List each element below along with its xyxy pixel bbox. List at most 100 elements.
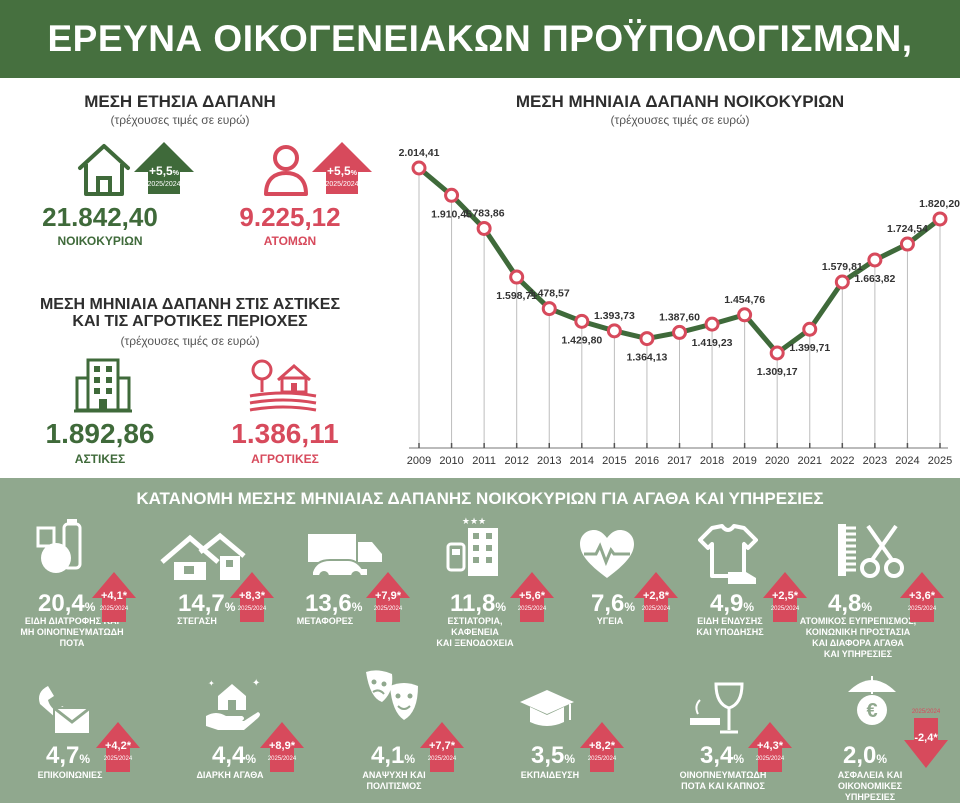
- data-label: 1.478,57: [529, 288, 570, 300]
- arrow-up-icon: [634, 572, 678, 622]
- category-period: 2025/2024: [517, 606, 547, 612]
- data-point: [476, 220, 492, 236]
- x-tick-label: 2017: [667, 455, 691, 467]
- category-value-unit: %: [224, 600, 236, 614]
- category-label: ΑΤΟΜΙΚΟΣ ΕΥΠΡΕΠΙΣΜΟΣ, ΚΟΙΝΩΝΙΚΗ ΠΡΟΣΤΑΣΙΑ…: [790, 616, 926, 660]
- category-label: ΑΝΑΨΥΧΗ ΚΑΙ ΠΟΛΙΤΙΣΜΟΣ: [344, 770, 444, 792]
- change-up-badge: +7,9* 2025/2024: [366, 572, 410, 622]
- housing-icon: [160, 532, 246, 587]
- category-label-line: ΠΟΤΑ ΚΑΙ ΚΑΠΝΟΣ: [681, 781, 765, 791]
- category-value-number: 4,4: [212, 742, 246, 769]
- category-label: ΕΙΔΗ ΕΝΔΥΣΗΣ ΚΑΙ ΥΠΟΔΗΣΗΣ: [680, 616, 780, 638]
- x-tick-label: 2021: [798, 455, 822, 467]
- category-label-line: ΔΙΑΡΚΗ ΑΓΑΘΑ: [196, 770, 264, 780]
- household-change-badge: +5,5% 2025/2024: [134, 142, 194, 194]
- umbrella-euro-icon: €: [846, 672, 898, 735]
- arrow-up-icon: [260, 722, 304, 772]
- svg-text:✦: ✦: [208, 679, 215, 688]
- arrow-up-icon: [748, 722, 792, 772]
- category-period: 2025/2024: [103, 756, 133, 762]
- wine-cigarette-icon: [688, 682, 746, 743]
- category-value-unit: %: [404, 752, 416, 766]
- clothing-icon: [698, 524, 758, 591]
- data-point: [574, 313, 590, 329]
- house-icon: [78, 144, 130, 196]
- category-change: +4,2*: [105, 740, 131, 752]
- category-label-line: ΑΤΟΜΙΚΟΣ ΕΥΠΡΕΠΙΣΜΟΣ,: [799, 616, 917, 626]
- category-value-number: 3,4: [700, 742, 734, 769]
- data-label: 1.663,82: [854, 273, 895, 285]
- data-label: 1.783,86: [464, 207, 505, 219]
- distribution-title: ΚΑΤΑΝΟΜΗ ΜΕΣΗΣ ΜΗΝΙΑΙΑΣ ΔΑΠΑΝΗΣ ΝΟΙΚΟΚΥΡ…: [136, 489, 824, 508]
- category-change: +2,8*: [643, 590, 669, 602]
- data-point: [444, 187, 460, 203]
- x-tick-label: 2019: [732, 455, 756, 467]
- category-value: 14,7%: [178, 590, 235, 618]
- data-label: 2.014,41: [399, 147, 440, 159]
- data-point: [737, 307, 753, 323]
- data-label: 1.419,23: [692, 337, 733, 349]
- arrow-up-icon: [96, 722, 140, 772]
- x-tick-label: 2025: [928, 455, 952, 467]
- category-value: 3,4%: [700, 742, 744, 770]
- arrow-up-icon: [763, 572, 807, 622]
- data-label: 1.910,45: [431, 208, 472, 220]
- farm-icon: [249, 359, 317, 412]
- category-period: 2025/2024: [267, 756, 297, 762]
- data-label: 1.399,71: [789, 342, 830, 354]
- category-period: 2025/2024: [770, 606, 800, 612]
- category-value-unit: %: [351, 600, 363, 614]
- category-change: +8,3*: [239, 590, 265, 602]
- x-tick-label: 2014: [570, 455, 594, 467]
- category-value-number: 4,7: [46, 742, 80, 769]
- household-label: ΝΟΙΚΟΚΥΡΙΩΝ: [57, 234, 143, 248]
- data-label: 1.429,80: [561, 334, 602, 346]
- arrow-down-icon: [904, 718, 948, 768]
- data-point: [606, 323, 622, 339]
- household-change-unit: %: [172, 170, 179, 177]
- data-label: 1.387,60: [659, 311, 700, 323]
- urban-value: 1.892,86: [45, 418, 155, 449]
- category-value: 4,1%: [371, 742, 415, 770]
- arrow-up-icon: [580, 722, 624, 772]
- category-change: +4,3*: [757, 740, 783, 752]
- category-change: +7,9*: [375, 590, 401, 602]
- change-down-badge: -2,4* 2025/2024: [904, 709, 948, 768]
- areas-title-line1: ΜΕΣΗ ΜΗΝΙΑΙΑ ΔΑΠΑΝΗ ΣΤΙΣ ΑΣΤΙΚΕΣ: [39, 296, 341, 313]
- category-label-line: ΣΤΕΓΑΣΗ: [177, 616, 217, 626]
- category-label-line: ΠΟΛΙΤΙΣΜΟΣ: [366, 781, 422, 791]
- category-value-unit: %: [79, 752, 91, 766]
- category-value-number: 2,0: [843, 742, 877, 769]
- x-tick-label: 2009: [407, 455, 431, 467]
- category-period: 2025/2024: [755, 756, 785, 762]
- change-up-badge: +3,6* 2025/2024: [900, 572, 944, 622]
- change-up-badge: +4,1* 2025/2024: [92, 572, 136, 622]
- category-label-line: ΕΣΤΙΑΤΟΡΙΑ,: [447, 616, 503, 626]
- category-value-number: 4,9: [710, 590, 744, 617]
- person-label: ΑΤΟΜΩΝ: [263, 234, 317, 248]
- category-label: ΥΓΕΙΑ: [565, 616, 655, 627]
- category-value-number: 7,6: [591, 590, 625, 617]
- data-label: 1.724,54: [887, 223, 928, 235]
- chart-subtitle: (τρέχουσες τιμές σε ευρώ): [610, 113, 750, 127]
- x-tick-label: 2024: [895, 455, 919, 467]
- category-value-unit: %: [733, 752, 745, 766]
- household-period: 2025/2024: [147, 181, 181, 188]
- x-tick-label: 2018: [700, 455, 724, 467]
- category-value-unit: %: [861, 600, 873, 614]
- hotel-icon: ★★★: [444, 516, 504, 583]
- areas-title-line2: ΚΑΙ ΤΙΣ ΑΓΡΟΤΙΚΕΣ ΠΕΡΙΟΧΕΣ: [72, 313, 308, 330]
- data-label: 1.309,17: [757, 366, 798, 378]
- data-point: [867, 252, 883, 268]
- category-period: 2025/2024: [99, 606, 129, 612]
- chart-title: ΜΕΣΗ ΜΗΝΙΑΙΑ ΔΑΠΑΝΗ ΝΟΙΚΟΚΥΡΙΩΝ: [515, 92, 845, 111]
- category-label-line: ΕΙΔΗ ΕΝΔΥΣΗΣ: [697, 616, 763, 626]
- category-label: ΕΣΤΙΑΤΟΡΙΑ, ΚΑΦΕΝΕΙΑ ΚΑΙ ΞΕΝΟΔΟΧΕΙΑ: [420, 616, 530, 649]
- person-change-unit: %: [350, 170, 357, 177]
- x-tick-label: 2023: [863, 455, 887, 467]
- x-tick-label: 2020: [765, 455, 789, 467]
- graduation-cap-icon: [518, 688, 576, 737]
- category-change: +4,1*: [101, 590, 127, 602]
- data-label: 1.364,13: [627, 352, 668, 364]
- category-label-line: ΥΠΗΡΕΣΙΕΣ: [844, 792, 896, 802]
